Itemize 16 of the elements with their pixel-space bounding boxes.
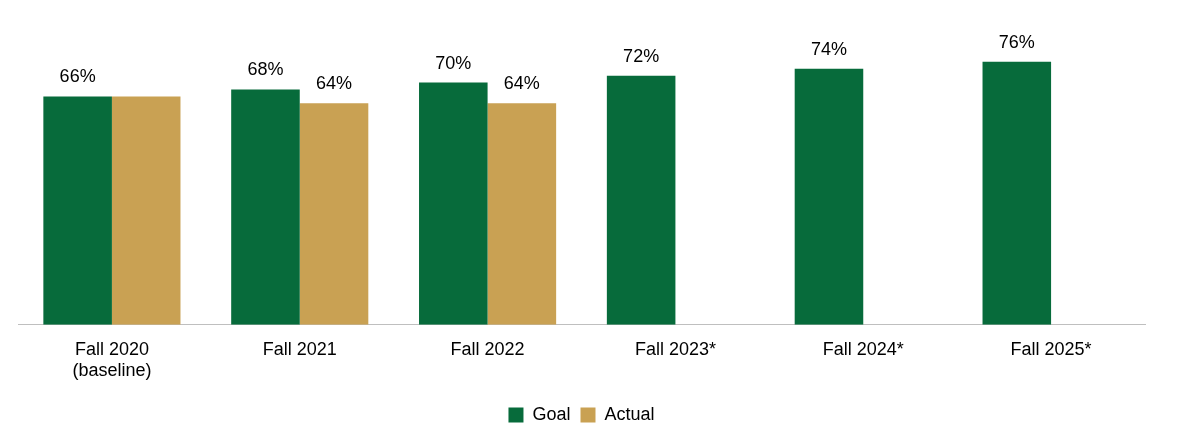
legend-label: Actual xyxy=(604,403,655,424)
data-label: 64% xyxy=(316,73,353,94)
legend-label: Goal xyxy=(532,403,571,424)
x-tick-label: Fall 2020 (baseline) xyxy=(72,338,152,381)
data-label: 70% xyxy=(435,52,472,73)
x-tick-label: Fall 2021 xyxy=(262,338,337,359)
x-tick-label: Fall 2025* xyxy=(1010,338,1092,359)
data-label: 64% xyxy=(503,73,540,94)
data-label: 68% xyxy=(247,59,284,80)
data-label: 72% xyxy=(623,45,660,66)
data-label: 76% xyxy=(998,31,1035,52)
data-label: 66% xyxy=(59,66,96,87)
x-tick-label: Fall 2022 xyxy=(450,338,525,359)
data-label: 74% xyxy=(810,38,847,59)
x-tick-label: Fall 2023* xyxy=(634,338,716,359)
x-tick-label: Fall 2024* xyxy=(822,338,904,359)
